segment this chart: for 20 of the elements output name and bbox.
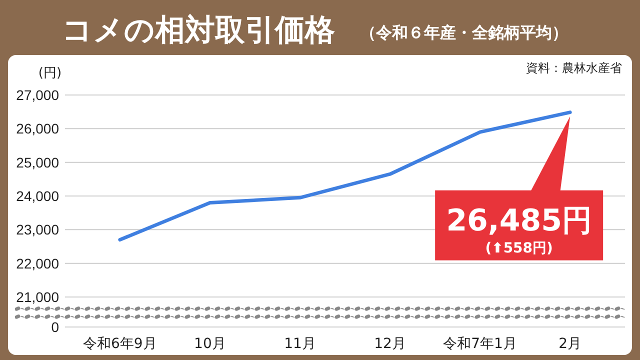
y-tick-label: 21,000 (16, 289, 60, 305)
annotation: 26,485円 (446, 203, 592, 238)
x-tick-label: 11月 (284, 336, 316, 352)
y-tick-label: 22,000 (16, 255, 60, 272)
y-tick-label: 26,000 (16, 120, 60, 137)
chart-subtitle: （令和６年産・全銘柄平均） (360, 23, 568, 42)
y-axis-title: (円) (38, 66, 62, 81)
y-tick-label: 27,000 (16, 87, 60, 103)
x-tick-label: 2月 (558, 336, 582, 352)
x-tick-label: 10月 (194, 336, 226, 352)
x-tick-label: 12月 (374, 336, 406, 352)
y-tick-label: 24,000 (16, 188, 60, 204)
chart-title: コメの相対取引価格 (62, 13, 335, 48)
y-tick-label: 23,000 (16, 222, 60, 238)
x-tick-label: 令和7年1月 (443, 336, 517, 352)
annotation: (⬆558円) (485, 240, 553, 256)
text: 資料：農林水産省 (526, 61, 622, 75)
text: 0 (51, 319, 60, 335)
x-tick-label: 令和6年9月 (83, 336, 157, 352)
y-tick-label: 25,000 (16, 154, 60, 170)
